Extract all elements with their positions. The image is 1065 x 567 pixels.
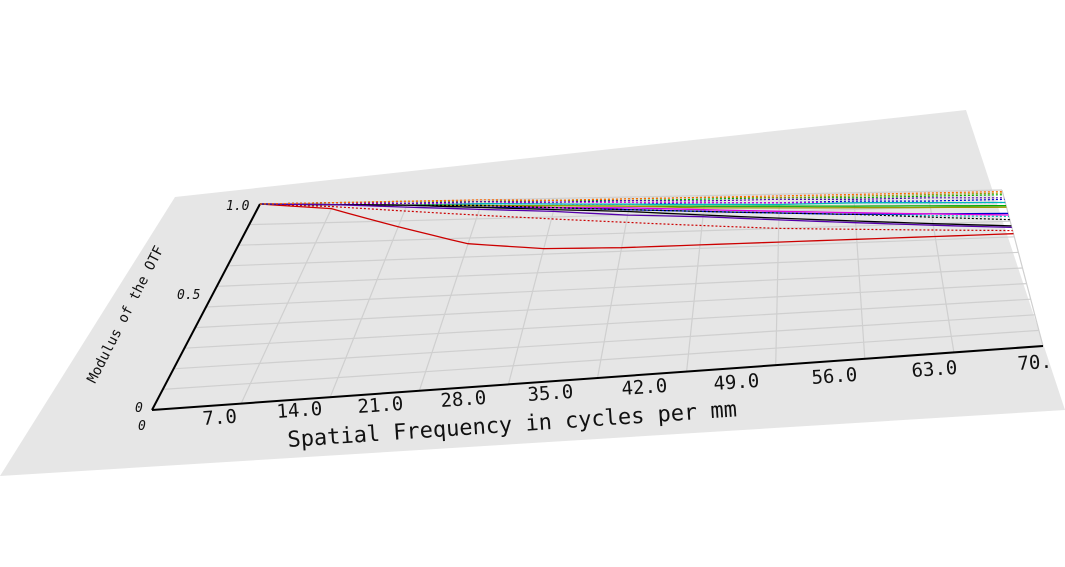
axes <box>151 203 1044 411</box>
x-axis-line <box>151 345 1044 411</box>
y-axis-line <box>151 203 261 411</box>
grid-line-horizontal <box>184 298 1031 349</box>
series-line-2 <box>259 203 1013 232</box>
series-group <box>259 191 1014 250</box>
series-line-15 <box>259 203 1012 229</box>
grid-line-horizontal <box>259 189 1003 205</box>
y-tick-label: 0 <box>135 401 143 416</box>
series-line-13 <box>259 203 1012 227</box>
series-line-14 <box>259 203 1010 221</box>
grid-line-horizontal <box>162 329 1039 390</box>
x-tick-label: 7.0 <box>202 406 238 430</box>
x-tick-label: 35.0 <box>527 381 574 406</box>
x-tick-label: 0 <box>138 419 146 434</box>
grid-line-horizontal <box>227 236 1015 267</box>
x-tick-label: 49.0 <box>713 370 760 395</box>
x-tick-label: 21.0 <box>357 393 404 418</box>
series-line-1 <box>259 203 1014 250</box>
x-tick-label: 56.0 <box>811 364 858 389</box>
x-tick-label: 63.0 <box>911 357 958 382</box>
grid-line-horizontal <box>238 220 1011 246</box>
x-tick-label: 42.0 <box>621 375 668 400</box>
y-tick-label: 1.0 <box>226 199 250 214</box>
grid-line-horizontal <box>195 283 1027 329</box>
x-tick-label: 70. <box>1017 351 1053 375</box>
x-tick-label: 14.0 <box>276 398 323 423</box>
grid-line-horizontal <box>216 251 1019 287</box>
y-tick-label: 0.5 <box>177 288 201 303</box>
grid-line-horizontal <box>173 314 1035 370</box>
grid-line-horizontal <box>205 267 1023 308</box>
x-tick-label: 28.0 <box>440 387 487 412</box>
tick-labels: 0 7.0 14.0 21.0 28.0 35.0 42.0 49.0 56.0 63.0 70. 0… <box>135 199 1053 434</box>
